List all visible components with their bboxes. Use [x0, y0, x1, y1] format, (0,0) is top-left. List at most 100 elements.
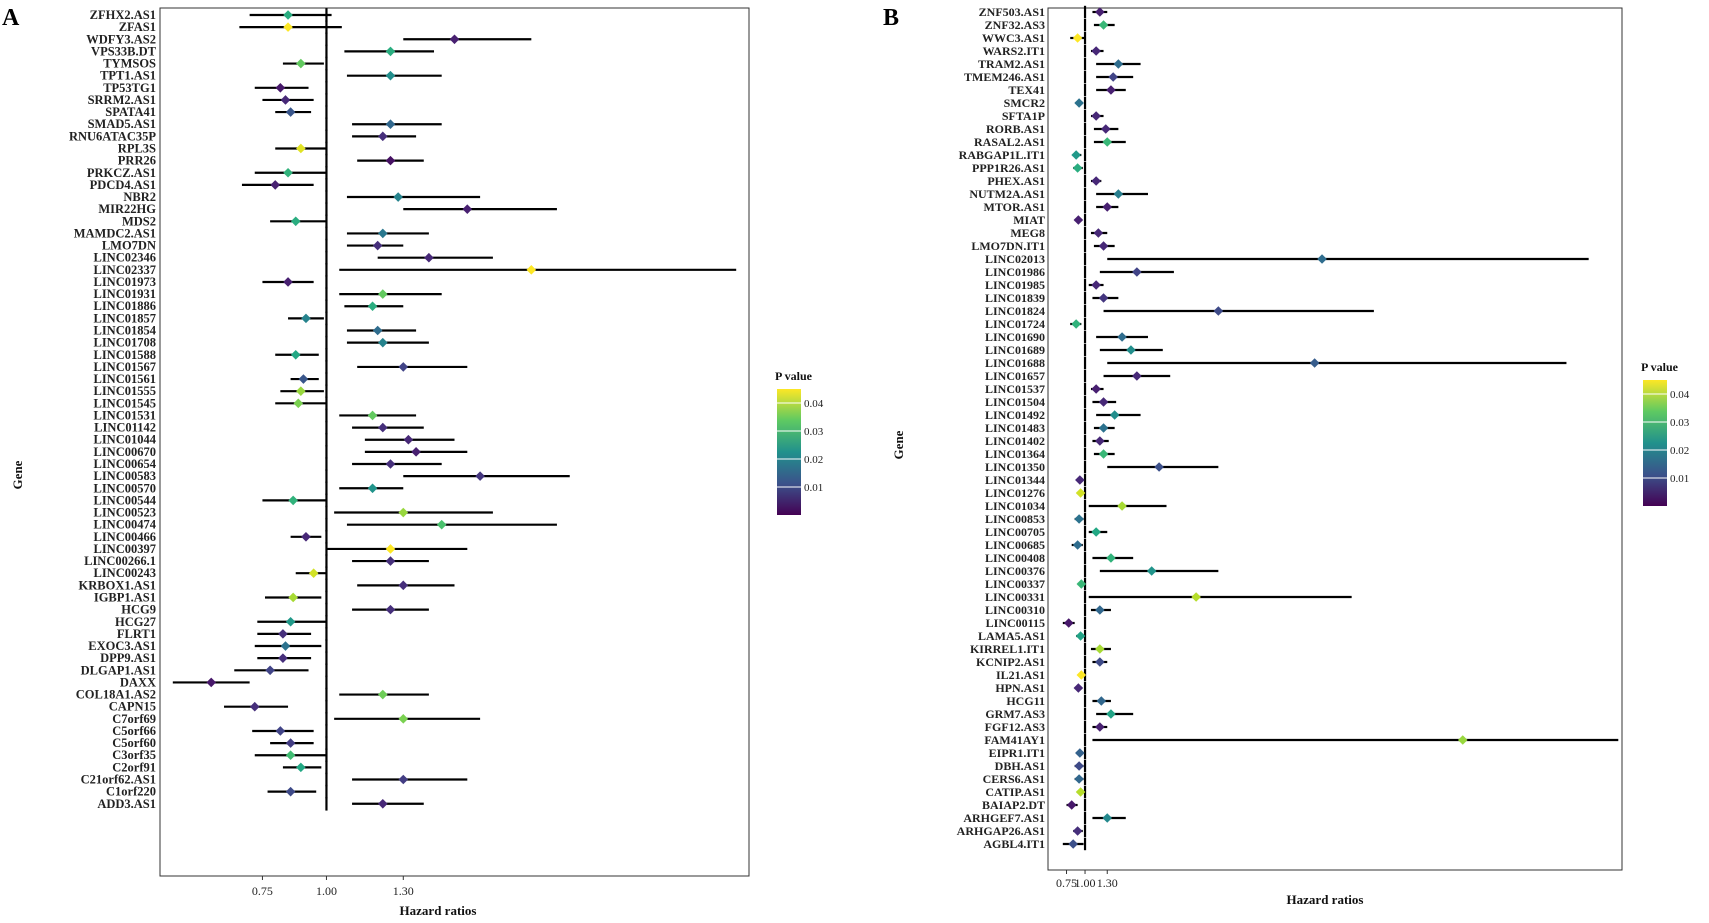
gene-label: C7orf69: [112, 712, 156, 726]
hr-point-SMCR2: [1074, 98, 1084, 108]
hr-point-LINC01690: [1117, 332, 1127, 342]
gene-label: TYMSOS: [103, 57, 156, 71]
panel-a-points: [206, 10, 537, 809]
gene-label: MTOR.AS1: [984, 200, 1045, 214]
gene-label: LINC00523: [93, 506, 156, 520]
hr-point-HCG11: [1096, 696, 1107, 706]
gene-label: RPL3S: [118, 141, 156, 155]
hr-point-TP53TG1: [275, 83, 286, 93]
hr-point-DAXX: [206, 677, 217, 688]
hr-point-NUTM2A.AS1: [1113, 189, 1124, 199]
hr-point-TEX41: [1106, 85, 1116, 95]
gene-label: NBR2: [123, 190, 156, 204]
x-tick-label: 1.00: [1075, 876, 1096, 890]
gene-label: LINC01567: [93, 360, 156, 374]
gene-label: ZFHX2.AS1: [90, 8, 156, 22]
hr-point-MTOR.AS1: [1102, 202, 1113, 212]
gene-label: LINC01724: [985, 317, 1045, 331]
hr-point-LINC00685: [1072, 540, 1083, 550]
hr-point-C1orf220: [285, 786, 296, 797]
gene-label: RABGAP1L.IT1: [959, 148, 1045, 162]
hr-point-LINC01857: [301, 313, 311, 324]
panel-a-y-axis-label: Gene: [10, 460, 25, 489]
hr-point-NBR2: [393, 192, 403, 202]
panel-a-legend-title: P value: [775, 369, 813, 383]
hr-point-FGF12.AS3: [1095, 722, 1105, 732]
gene-label: PRKCZ.AS1: [87, 166, 156, 180]
legend-tick-label: 0.04: [1670, 389, 1690, 401]
legend-tick-label: 0.04: [804, 398, 824, 410]
hr-point-ZNF503.AS1: [1095, 7, 1105, 17]
gene-label: PRR26: [118, 154, 156, 168]
gene-label: LINC01857: [93, 311, 156, 325]
gene-label: LINC01854: [93, 324, 156, 338]
hr-point-VPS33B.DT: [385, 46, 396, 57]
hr-point-WWC3.AS1: [1072, 33, 1083, 43]
gene-label: LINC01364: [985, 447, 1045, 461]
hr-point-PRKCZ.AS1: [283, 167, 293, 178]
gene-label: IGBP1.AS1: [94, 590, 156, 604]
x-tick-label: 0.75: [252, 884, 273, 898]
gene-label: KCNIP2.AS1: [976, 655, 1045, 669]
gene-label: LMO7DN.IT1: [971, 239, 1045, 253]
gene-label: TP53TG1: [103, 81, 156, 95]
gene-label: IL21.AS1: [996, 668, 1045, 682]
hr-point-C7orf69: [398, 714, 409, 724]
panel-b-points: [1063, 7, 1468, 849]
gene-label: LINC00331: [985, 590, 1045, 604]
gene-label: LINC00705: [985, 525, 1045, 539]
panel-b-bars: [1062, 5, 1619, 851]
gene-label: LINC01350: [985, 460, 1045, 474]
hr-point-KIRREL1.IT1: [1095, 644, 1105, 654]
gene-label: LINC00570: [93, 481, 156, 495]
hr-point-TRAM2.AS1: [1113, 59, 1124, 69]
hr-point-LINC01657: [1132, 371, 1142, 381]
hr-point-C5orf60: [285, 738, 296, 748]
hr-point-C2orf91: [296, 762, 306, 773]
gene-label: LINC01708: [93, 336, 156, 350]
gene-label: LINC01276: [985, 486, 1045, 500]
gene-label: GRM7.AS3: [985, 707, 1045, 721]
panel-b-y-axis-label: Gene: [891, 430, 906, 459]
hr-point-LINC01588: [290, 349, 301, 360]
gene-label: C2orf91: [112, 760, 156, 774]
gene-label: VPS33B.DT: [91, 44, 157, 58]
gene-label: LINC00266.1: [84, 554, 156, 568]
hr-point-LINC01531: [367, 410, 378, 421]
hr-point-LINC00266.1: [385, 556, 396, 566]
gene-label: LINC01555: [93, 384, 156, 398]
gene-label: RNU6ATAC35P: [69, 129, 156, 143]
gene-label: DAXX: [120, 675, 156, 689]
hr-point-LINC01688: [1309, 358, 1320, 368]
gene-label: LINC01886: [93, 299, 156, 313]
gene-label: LINC01689: [985, 343, 1045, 357]
hr-point-CAPN15: [249, 701, 260, 712]
hr-point-LINC00474: [436, 519, 447, 530]
gene-label: DBH.AS1: [995, 759, 1045, 773]
hr-point-LINC01504: [1098, 397, 1109, 407]
gene-label: LINC01688: [985, 356, 1045, 370]
hr-point-LINC01854: [372, 325, 383, 336]
hr-point-WDFY3.AS2: [449, 34, 460, 45]
x-tick-label: 1.30: [393, 884, 414, 898]
hr-point-RORB.AS1: [1100, 124, 1111, 134]
hr-point-LINC01402: [1095, 436, 1105, 446]
gene-label: LINC00853: [985, 512, 1045, 526]
gene-label: LINC00243: [93, 566, 156, 580]
hr-point-ARHGAP26.AS1: [1072, 826, 1083, 836]
gene-label: WDFY3.AS2: [86, 32, 156, 46]
hr-point-EIPR1.IT1: [1075, 748, 1085, 758]
hr-point-LINC01350: [1154, 462, 1164, 472]
legend-tick-label: 0.01: [804, 482, 823, 494]
gene-label: LINC00115: [986, 616, 1045, 630]
hr-point-LINC00705: [1091, 527, 1101, 537]
hr-point-LINC00115: [1063, 618, 1074, 628]
panel-b: B ZNF503.AS1ZNF32.AS3WWC3.AS1WARS2.IT1TR…: [883, 5, 1690, 907]
hr-point-LINC01545: [293, 398, 304, 409]
gene-label: LINC01545: [93, 396, 156, 410]
panel-b-gene-labels: ZNF503.AS1ZNF32.AS3WWC3.AS1WARS2.IT1TRAM…: [957, 5, 1045, 851]
hr-point-LINC01931: [377, 289, 388, 299]
gene-label: FGF12.AS3: [985, 720, 1045, 734]
x-tick-label: 1.30: [1097, 876, 1118, 890]
gene-label: RORB.AS1: [986, 122, 1045, 136]
